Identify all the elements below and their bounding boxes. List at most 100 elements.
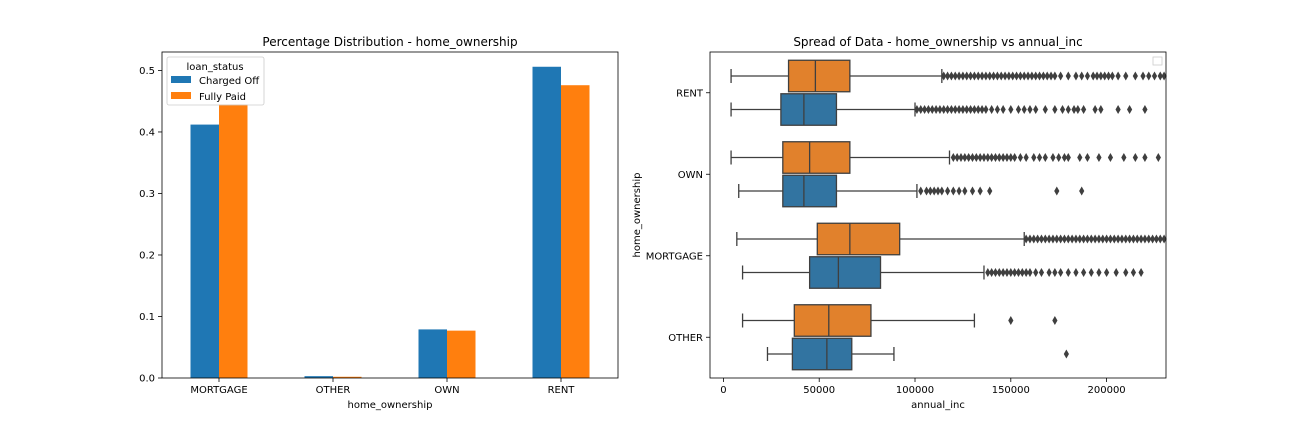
- outlier-point: [1061, 153, 1068, 162]
- box-iqr: [782, 141, 851, 174]
- outlier-point: [1094, 71, 1100, 81]
- outlier-point: [960, 105, 966, 114]
- bar-charged-off-own: [418, 329, 447, 378]
- outlier-point: [1105, 71, 1112, 81]
- y-tick-label: 0.3: [139, 189, 155, 200]
- outlier-point: [1058, 268, 1064, 277]
- box-chart-title: Spread of Data - home_ownership vs annua…: [793, 35, 1082, 49]
- outlier-point: [937, 105, 943, 114]
- x-tick-label: MORTGAGE: [190, 385, 247, 396]
- outlier-point: [983, 105, 989, 114]
- box-iqr: [808, 256, 882, 289]
- outlier-point: [1031, 153, 1037, 162]
- outlier-point: [1161, 234, 1167, 244]
- outlier-point: [935, 186, 941, 196]
- outlier-point: [1023, 153, 1029, 162]
- box-iqr: [793, 304, 872, 337]
- box-fully-paid-rent: [730, 59, 1167, 93]
- box-chart-y-label: home_ownership: [632, 173, 643, 258]
- outlier-point: [929, 105, 935, 114]
- outlier-point: [1004, 268, 1010, 277]
- outlier-point: [1081, 105, 1087, 114]
- outlier-point: [977, 153, 983, 162]
- outlier-point: [1027, 105, 1033, 114]
- box-chart-boxes: [730, 59, 1167, 371]
- outlier-point: [956, 71, 962, 81]
- outlier-point: [973, 153, 979, 162]
- outlier-point: [1054, 186, 1060, 196]
- legend-title: loan_status: [186, 62, 243, 73]
- box-fully-paid-other: [741, 304, 1058, 337]
- outlier-point: [925, 105, 932, 114]
- bar-chart-frame: [161, 51, 619, 379]
- outlier-point: [1138, 234, 1144, 244]
- x-tick-label: OTHER: [316, 385, 351, 396]
- outlier-point: [989, 105, 995, 114]
- outlier-point: [1021, 71, 1027, 81]
- outlier-point: [1130, 268, 1137, 277]
- outlier-point: [994, 71, 1000, 81]
- outlier-point: [989, 153, 995, 162]
- y-tick-label: RENT: [676, 88, 704, 99]
- outlier-point: [921, 105, 928, 114]
- outlier-point: [1046, 268, 1052, 277]
- outlier-point: [1042, 234, 1048, 244]
- y-tick-label: 0.2: [139, 250, 155, 261]
- outlier-point: [931, 186, 937, 196]
- outlier-point: [996, 268, 1002, 277]
- bar-fully-paid-own: [447, 330, 476, 378]
- outlier-point: [971, 71, 978, 81]
- legend-label-fully-paid: Fully Paid: [199, 92, 246, 103]
- x-tick-label: 0: [720, 385, 726, 396]
- outlier-point: [1079, 186, 1085, 196]
- bar-chart-title: Percentage Distribution - home_ownership: [262, 35, 517, 49]
- outlier-point: [1123, 71, 1129, 81]
- outlier-point: [952, 71, 958, 81]
- outlier-point: [990, 71, 997, 81]
- outlier-point: [1004, 153, 1010, 162]
- outlier-point: [1023, 268, 1029, 277]
- outlier-point: [1038, 234, 1045, 244]
- outlier-point: [1069, 234, 1075, 244]
- outlier-point: [1065, 71, 1071, 81]
- outlier-point: [1077, 234, 1083, 244]
- box-chart-frame: [709, 51, 1167, 379]
- bar-charged-off-rent: [532, 66, 561, 378]
- box-fully-paid-own: [730, 141, 1161, 174]
- outlier-point: [1035, 234, 1041, 244]
- bar-chart: Percentage Distribution - home_ownership…: [139, 35, 619, 411]
- outlier-point: [950, 153, 956, 162]
- outlier-point: [962, 186, 968, 196]
- outlier-point: [1000, 105, 1006, 114]
- outlier-point: [985, 153, 991, 162]
- outlier-point: [964, 105, 970, 114]
- outlier-point: [992, 153, 999, 162]
- box-charged-off-own: [738, 174, 1085, 208]
- outlier-point: [1054, 234, 1060, 244]
- y-tick-label: MORTGAGE: [646, 251, 703, 262]
- outlier-point: [1123, 268, 1129, 277]
- outlier-point: [1151, 71, 1158, 81]
- outlier-point: [1048, 71, 1054, 81]
- outlier-point: [1084, 71, 1091, 81]
- outlier-point: [1111, 234, 1117, 244]
- outlier-point: [956, 186, 962, 196]
- outlier-point: [964, 71, 970, 81]
- outlier-point: [1126, 105, 1133, 114]
- outlier-point: [1088, 234, 1094, 244]
- outlier-point: [1084, 234, 1091, 244]
- bar-chart-legend: loan_status Charged Off Fully Paid: [166, 56, 265, 106]
- outlier-point: [944, 105, 951, 114]
- outlier-point: [1000, 153, 1006, 162]
- outlier-point: [1134, 234, 1140, 244]
- outlier-point: [1031, 234, 1037, 244]
- outlier-point: [1065, 268, 1071, 277]
- bar-chart-x-label: home_ownership: [348, 400, 433, 411]
- outlier-point: [1065, 105, 1071, 114]
- outlier-point: [971, 105, 978, 114]
- outlier-point: [1015, 268, 1022, 277]
- box-iqr: [782, 174, 838, 208]
- outlier-point: [1058, 71, 1064, 81]
- box-charged-off-other: [766, 337, 1069, 371]
- outlier-point: [1130, 234, 1137, 244]
